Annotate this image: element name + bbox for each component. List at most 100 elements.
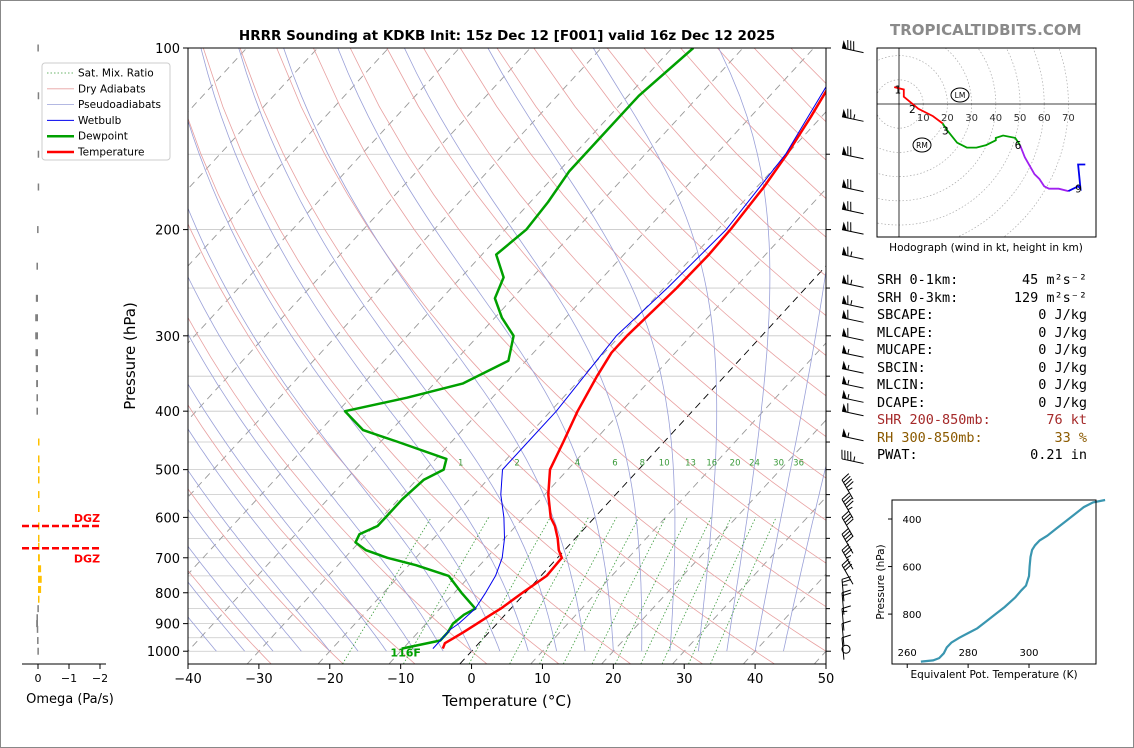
x-tick-label: 10 [534, 672, 551, 687]
wind-barb [841, 327, 864, 341]
omega-bar [38, 505, 40, 513]
stat-value: 45 m²s⁻² [1021, 272, 1087, 288]
barb-flag [842, 327, 847, 337]
barb-flag [842, 428, 847, 438]
x-tick-label: −30 [245, 672, 272, 687]
barb-staff [841, 458, 864, 465]
x-tick-label: 50 [818, 672, 835, 687]
stat-value: 0 J/kg [1038, 324, 1087, 341]
barb-flag [842, 309, 847, 319]
legend-entry: Sat. Mix. Ratio [78, 68, 154, 80]
calm-circle [841, 644, 851, 654]
stat-value: 0 J/kg [1038, 359, 1087, 376]
stat-row: RH 300-850mb: 33 % [877, 430, 1097, 448]
pseudoadiabat [188, 207, 472, 652]
omega-bar [35, 294, 38, 302]
wind-barb [841, 644, 851, 654]
pseudoadiabat [188, 508, 302, 652]
stat-row: SBCAPE: 0 J/kg [877, 307, 1097, 325]
y-tick-label: 200 [155, 224, 180, 239]
hodograph-ring-label: 40 [989, 113, 1002, 124]
omega-bar [38, 595, 40, 603]
omega-bar [36, 625, 39, 633]
x-tick-label: −40 [174, 672, 201, 687]
y-tick-label: 600 [155, 511, 180, 526]
wind-barb [841, 295, 864, 309]
wind-barb [841, 620, 851, 646]
stat-row: PWAT: 0.21 in [877, 447, 1097, 465]
isotherm [188, 48, 673, 575]
stat-row: SRH 0-1km: 45 m²s⁻² [877, 272, 1097, 290]
pseudoadiabat [783, 463, 826, 652]
legend-entry: Dry Adiabats [78, 83, 146, 95]
barb-full [844, 515, 853, 523]
pseudoadiabat [238, 48, 557, 652]
mixing-ratio-label: 36 [793, 459, 804, 469]
y-axis-label: Pressure (hPa) [121, 302, 139, 410]
barb-full [841, 527, 850, 535]
barb-full [843, 530, 851, 538]
y-tick-label: 800 [155, 587, 180, 602]
x-tick-label: −10 [387, 672, 414, 687]
barb-full [843, 513, 851, 521]
mixing-ratio-label: 13 [685, 459, 696, 469]
y-tick-label: 900 [155, 618, 180, 633]
skewt-plot-border [187, 47, 827, 665]
wind-barb [841, 344, 864, 358]
barb-staff [841, 383, 864, 389]
mixing-ratio-label: 4 [575, 459, 580, 469]
barb-full [841, 492, 850, 500]
legend-entry: Dewpoint [78, 131, 128, 143]
stat-label: MLCAPE: [877, 324, 934, 341]
barb-half [847, 506, 853, 511]
pseudoadiabat [188, 119, 501, 652]
wind-barb [841, 309, 864, 323]
omega-bar [38, 455, 40, 463]
barb-flag [842, 344, 847, 354]
omega-bar [36, 614, 38, 622]
barb-staff [841, 208, 864, 215]
barb-half [847, 364, 850, 370]
pseudoadiabat [404, 48, 643, 652]
barb-staff [841, 608, 845, 631]
pseudoadiabat [188, 428, 359, 652]
storm-motion-label: RM [916, 141, 928, 150]
stat-label: RH 300-850mb: [877, 429, 983, 446]
x-tick-label: −20 [316, 672, 343, 687]
stat-label: DCAPE: [877, 394, 926, 411]
barb-staff [841, 637, 845, 660]
stat-label: MLCIN: [877, 377, 926, 393]
hodograph-ring-label: 70 [1062, 113, 1075, 124]
barb-flag [842, 179, 847, 189]
mixing-ratio-line [688, 517, 757, 664]
dry-adiabat [533, 48, 826, 357]
barb-half [850, 300, 853, 306]
stat-row: SBCIN: 0 J/kg [877, 360, 1097, 378]
barb-flag [842, 360, 847, 370]
omega-bar [38, 466, 40, 474]
barb-half [847, 348, 850, 355]
theta-e-ylabel: Pressure (hPa) [875, 544, 887, 619]
x-tick-label: 0 [467, 672, 475, 687]
barb-full [844, 548, 853, 556]
barb-full [841, 605, 851, 610]
barb-full [841, 558, 850, 566]
dry-adiabat [496, 48, 826, 397]
omega-bar [37, 605, 39, 613]
stat-value: 0 J/kg [1038, 377, 1087, 393]
barb-flag [842, 389, 847, 399]
barb-full [842, 579, 852, 583]
y-tick-label: 300 [155, 330, 180, 345]
barb-full [846, 535, 854, 543]
barb-full [844, 563, 853, 571]
barb-flag [842, 295, 847, 305]
wind-barb [841, 274, 864, 288]
barb-half [847, 379, 850, 385]
skewt-background-lines: 1 2 4 6 8 10 13 16 20 24 30 36 [188, 48, 826, 664]
theta-e-xtick-label: 300 [1019, 648, 1038, 659]
barb-staff [841, 47, 864, 54]
stat-label: SRH 0-3km: [877, 289, 959, 306]
stat-label: SHR 200-850mb: [877, 412, 991, 428]
brand-watermark: TROPICALTIDBITS.COM [890, 21, 1082, 39]
